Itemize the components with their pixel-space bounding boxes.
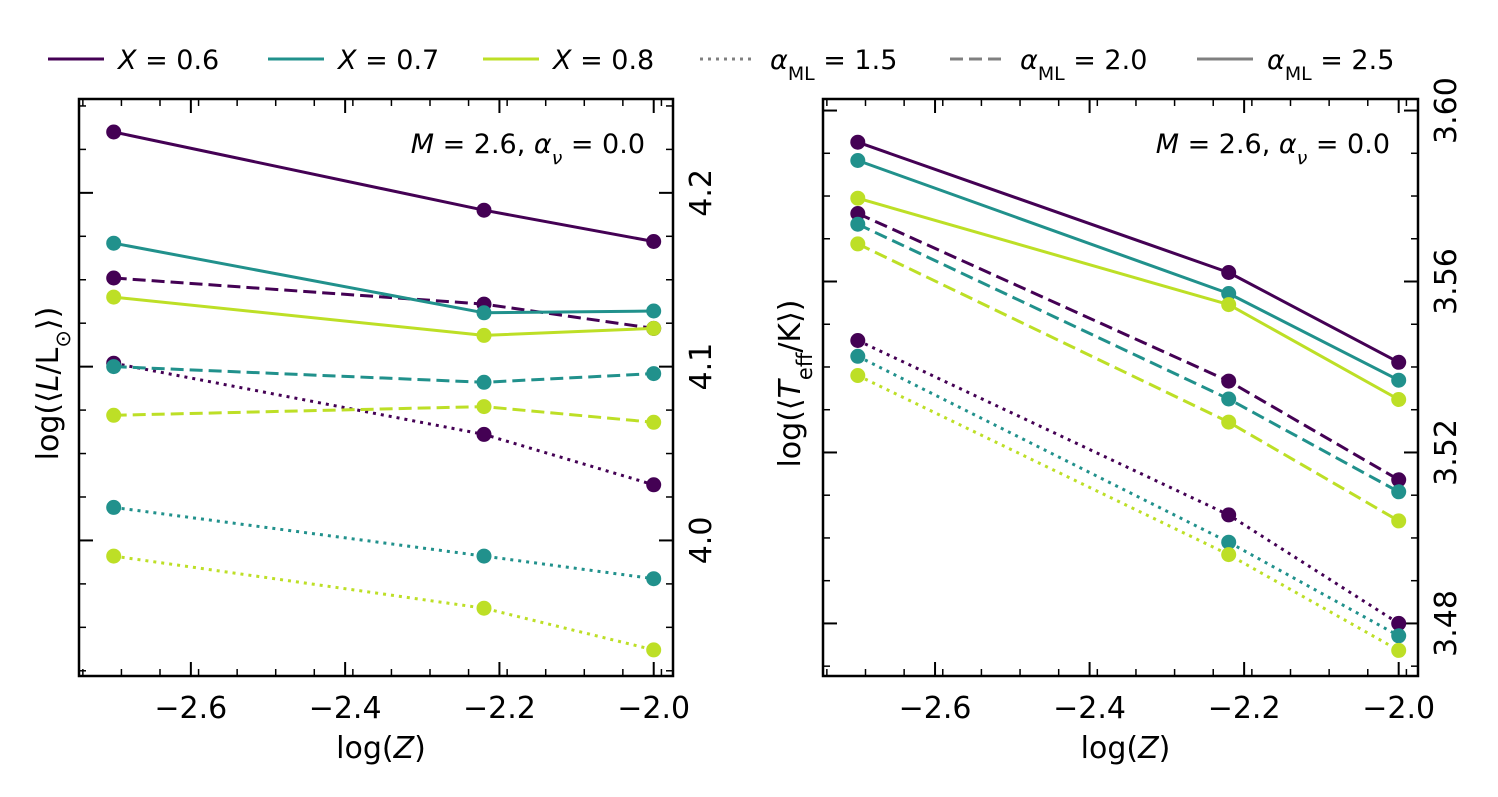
y-tick-label: 3.48	[1429, 590, 1464, 657]
data-point	[106, 499, 122, 515]
plot-frame	[77, 97, 675, 678]
data-point	[1391, 484, 1407, 500]
data-point	[1391, 513, 1407, 529]
legend: X = 0.6 X = 0.7 X = 0.8 αML = 1.5 αML = 2.0 α…	[48, 45, 1394, 85]
series-line-X0.8-aML1.5	[113, 554, 655, 652]
data-point	[476, 426, 492, 442]
y-axis-label: log(⟨Teff/K⟩)	[773, 299, 817, 467]
x-tick-label: −2.2	[1208, 691, 1281, 726]
data-point	[476, 305, 492, 321]
data-point	[476, 548, 492, 564]
data-point	[476, 600, 492, 616]
data-point	[1221, 534, 1237, 550]
x-axis-label: log(Z)	[336, 731, 426, 766]
data-point	[850, 190, 866, 206]
data-point	[646, 414, 662, 430]
data-point	[850, 216, 866, 232]
data-point	[850, 348, 866, 364]
series-line-X0.7-aML2.5	[857, 159, 1400, 382]
data-point	[646, 366, 662, 382]
data-point	[850, 236, 866, 252]
luminosity-panel: −2.6 −2.4 −2.2 −2.0 4.0 4.1 4.2 log(Z) log(⟨L/L⊙…	[31, 97, 719, 766]
data-point	[1221, 547, 1237, 563]
data-point	[850, 153, 866, 168]
data-point	[1391, 642, 1407, 658]
data-point	[646, 477, 662, 493]
series-line-X0.8-aML2.0	[857, 242, 1400, 523]
x-tick-label: −2.0	[617, 691, 690, 726]
data-point	[1221, 265, 1237, 280]
y-tick-label: 3.60	[1429, 77, 1464, 144]
y-tick-label: 4.1	[684, 343, 719, 391]
legend-label: αML = 2.5	[1267, 45, 1394, 85]
data-point	[850, 206, 866, 221]
data-point	[646, 642, 662, 658]
data-point	[106, 235, 122, 251]
data-point	[646, 234, 662, 249]
panel-annotation: M = 2.6, αν = 0.0	[411, 129, 645, 169]
data-point	[476, 202, 492, 218]
series-line-X0.7-aML1.5	[857, 354, 1400, 638]
data-point	[476, 399, 492, 415]
data-point	[1391, 392, 1407, 407]
data-point	[1221, 507, 1237, 523]
series-line-X0.6-aML2.0	[113, 276, 654, 330]
data-point	[1391, 354, 1407, 370]
x-tick-label: −2.4	[1053, 691, 1126, 726]
x-axis-label: log(Z)	[1081, 731, 1171, 766]
data-point	[106, 407, 122, 423]
data-point	[476, 374, 492, 390]
data-point	[646, 303, 662, 319]
data-point	[1221, 286, 1237, 301]
data-point	[850, 368, 866, 383]
y-tick-label: 4.2	[684, 169, 719, 217]
data-point	[1391, 615, 1407, 631]
data-point	[850, 333, 866, 348]
legend-label: X = 0.8	[551, 45, 654, 76]
data-point	[1221, 391, 1237, 407]
legend-label: X = 0.7	[336, 45, 439, 76]
data-point	[1391, 472, 1407, 488]
data-point	[106, 270, 122, 286]
panel-annotation: M = 2.6, αν = 0.0	[1156, 129, 1390, 169]
plot-frame	[821, 97, 1420, 678]
series-line-X0.8-aML1.5	[857, 374, 1400, 652]
data-point	[1221, 297, 1237, 313]
temperature-panel: −2.6 −2.4 −2.2 −2.0 3.48 3.52 3.56 3.60 log(Z) lo…	[773, 77, 1464, 766]
series-line-X0.8-aML2.5	[857, 196, 1400, 401]
series-line-X0.6-aML1.5	[113, 361, 655, 487]
series-line-X0.6-aML2.0	[857, 212, 1400, 482]
legend-label: X = 0.6	[116, 45, 219, 76]
series-line-X0.6-aML2.5	[857, 140, 1400, 364]
x-tick-label: −2.6	[899, 691, 972, 726]
x-tick-label: −2.0	[1362, 691, 1435, 726]
legend-label: αML = 1.5	[770, 45, 897, 85]
data-point	[646, 320, 662, 336]
legend-label: αML = 2.0	[1020, 45, 1147, 85]
data-point	[106, 359, 122, 375]
x-tick-label: −2.2	[463, 691, 536, 726]
series-line-X0.7-aML2.0	[857, 222, 1400, 494]
data-point	[1391, 628, 1407, 644]
data-point	[1221, 373, 1237, 389]
data-point	[106, 124, 122, 140]
data-point	[106, 548, 122, 564]
x-tick-label: −2.6	[154, 691, 227, 726]
series-line-X0.6-aML1.5	[857, 339, 1400, 625]
data-point	[646, 571, 662, 587]
y-axis-label: log(⟨L/L⊙⟩)	[31, 307, 75, 461]
series-line-X0.7-aML2.5	[113, 241, 654, 315]
data-point	[106, 289, 122, 305]
data-point	[1221, 414, 1237, 430]
data-point	[850, 134, 866, 150]
y-tick-label: 4.0	[684, 517, 719, 565]
data-point	[1391, 372, 1407, 388]
x-tick-label: −2.4	[309, 691, 382, 726]
y-tick-label: 3.56	[1429, 248, 1464, 315]
y-tick-label: 3.52	[1429, 419, 1464, 486]
data-point	[476, 327, 492, 343]
